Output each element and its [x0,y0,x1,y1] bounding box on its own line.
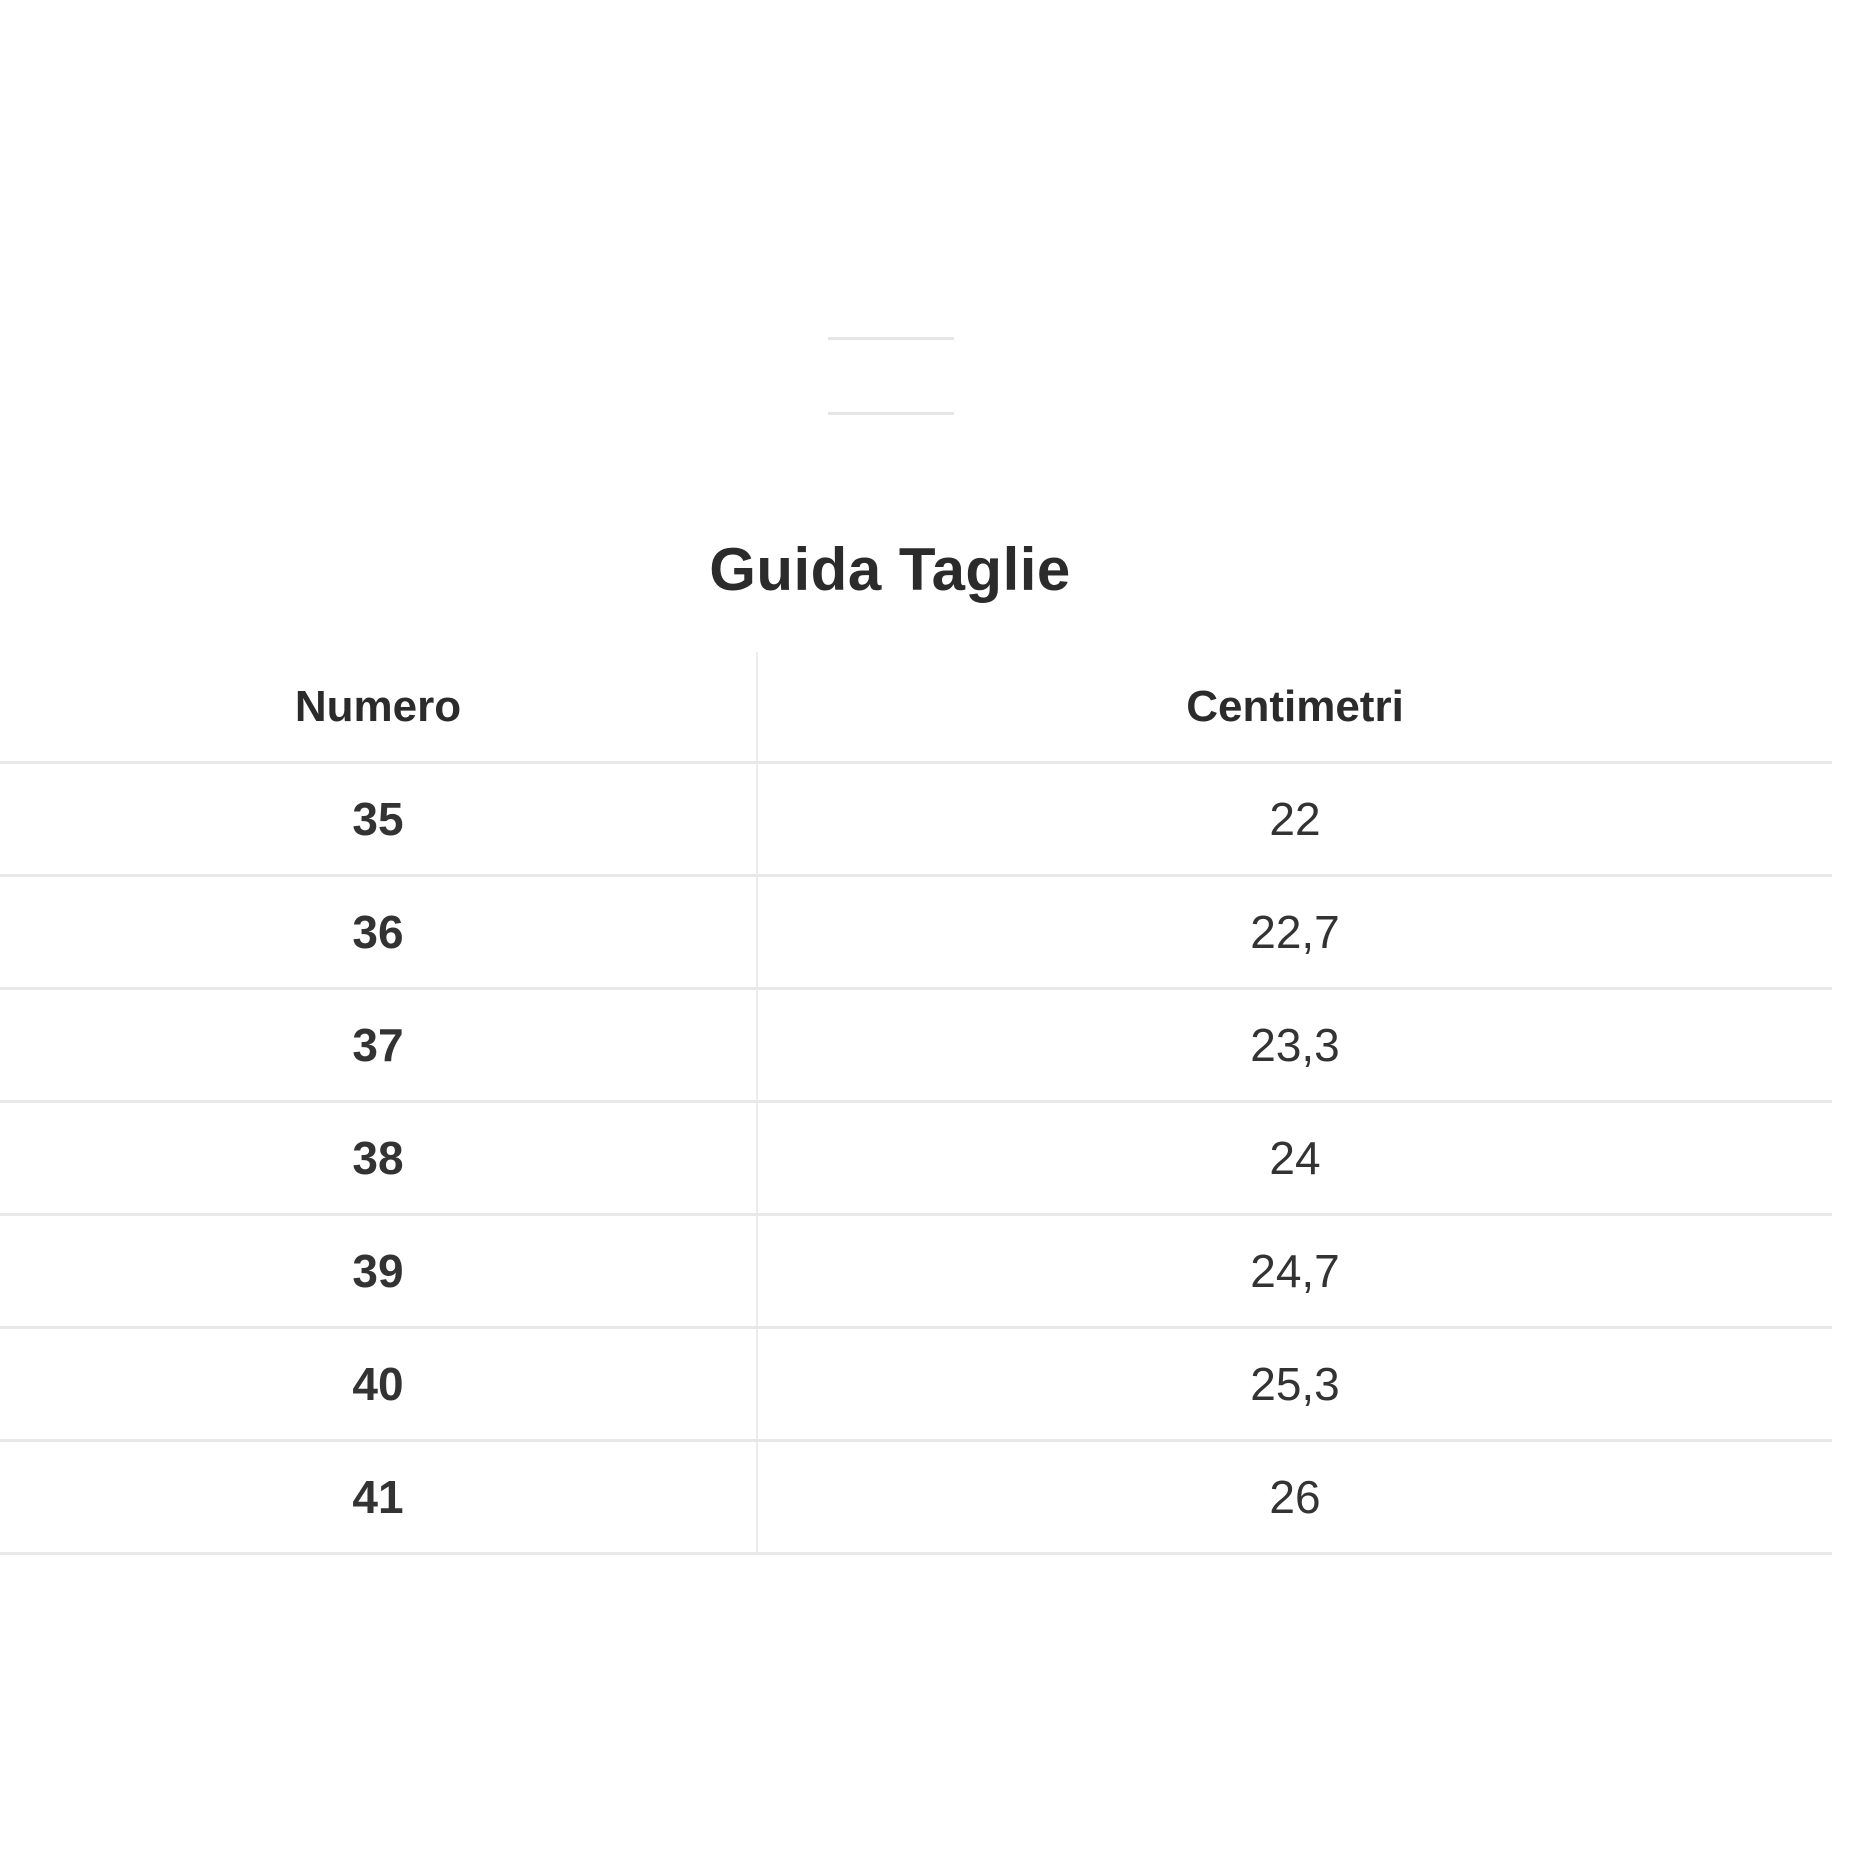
size-number-cell: 41 [0,1440,758,1555]
table-row: 36 22,7 [0,875,1832,990]
size-number-cell: 40 [0,1327,758,1442]
centimeters-cell: 22 [757,762,1832,877]
header-numero: Numero [0,652,758,764]
size-number-cell: 38 [0,1101,758,1216]
table-row: 35 22 [0,762,1832,877]
size-guide-table: Numero Centimetri 35 22 36 22,7 37 23,3 38 24 39… [0,652,1832,1555]
centimeters-cell: 26 [757,1440,1832,1555]
size-number-cell: 36 [0,875,758,990]
header-centimetri: Centimetri [757,652,1832,764]
centimeters-cell: 24,7 [757,1214,1832,1329]
table-row: 38 24 [0,1101,1832,1216]
table-row: 40 25,3 [0,1327,1832,1442]
centimeters-cell: 22,7 [757,875,1832,990]
table-row: 37 23,3 [0,988,1832,1103]
centimeters-cell: 23,3 [757,988,1832,1103]
table-row: 41 26 [0,1440,1832,1555]
size-number-cell: 37 [0,988,758,1103]
table-row: 39 24,7 [0,1214,1832,1329]
decorative-divider-bottom [828,412,954,415]
table-header-row: Numero Centimetri [0,652,1832,764]
size-number-cell: 39 [0,1214,758,1329]
centimeters-cell: 24 [757,1101,1832,1216]
decorative-divider-top [828,337,954,340]
size-number-cell: 35 [0,762,758,877]
centimeters-cell: 25,3 [757,1327,1832,1442]
page-title: Guida Taglie [709,536,1071,604]
